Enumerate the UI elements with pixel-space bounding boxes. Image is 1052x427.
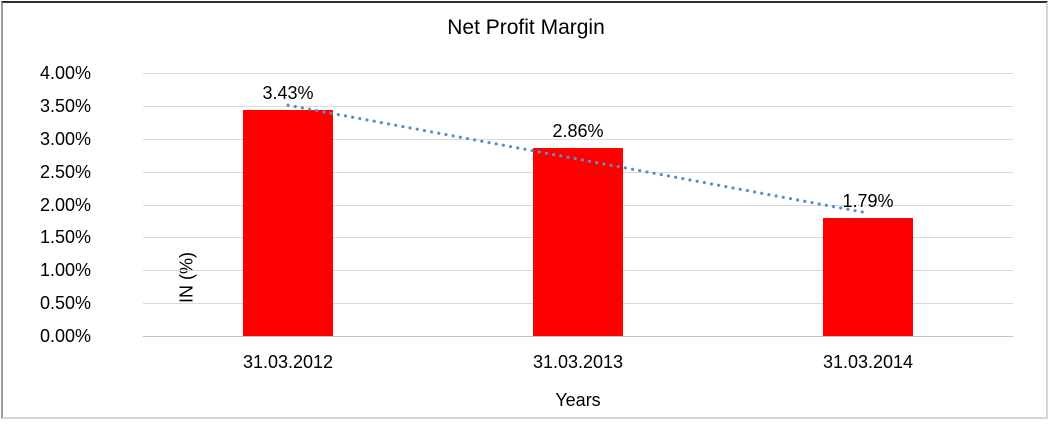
gridline (143, 105, 1013, 107)
x-axis-line (143, 336, 1013, 337)
bar-series-net-profit-margin (243, 110, 333, 336)
chart-title: Net Profit Margin (447, 16, 605, 39)
bar-series-net-profit-margin (823, 218, 913, 336)
category-label: 31.03.2013 (532, 352, 624, 372)
trendline-svg (286, 103, 870, 215)
category-label: 31.03.2012 (242, 352, 334, 372)
x-axis-title: Years (555, 390, 601, 410)
bar-value-label: 3.43% (262, 83, 314, 104)
y-tick-label: 1.50% (39, 227, 91, 248)
gridline (143, 73, 1013, 74)
category-label: 31.03.2014 (822, 352, 914, 372)
bar-series-net-profit-margin (533, 147, 623, 336)
y-tick-label: 4.00% (39, 63, 91, 83)
y-tick-label: 2.50% (39, 161, 91, 182)
bar-value-label: 1.79% (842, 191, 894, 212)
y-tick-label: 2.00% (39, 194, 91, 215)
bar-value-label: 2.86% (552, 120, 604, 141)
gridline (143, 138, 1013, 140)
y-tick-label: 1.00% (39, 260, 91, 281)
linear-trendline (286, 103, 870, 215)
y-tick-label: 0.00% (39, 326, 91, 346)
y-tick-label: 0.50% (39, 293, 91, 314)
y-tick-label: 3.00% (39, 128, 91, 149)
y-tick-label: 3.50% (39, 95, 91, 116)
plot-area: IN (%) 4.00% 3.50% 3.00% 2.50% 2.00% 1.50% 1.0… (40, 63, 1013, 346)
